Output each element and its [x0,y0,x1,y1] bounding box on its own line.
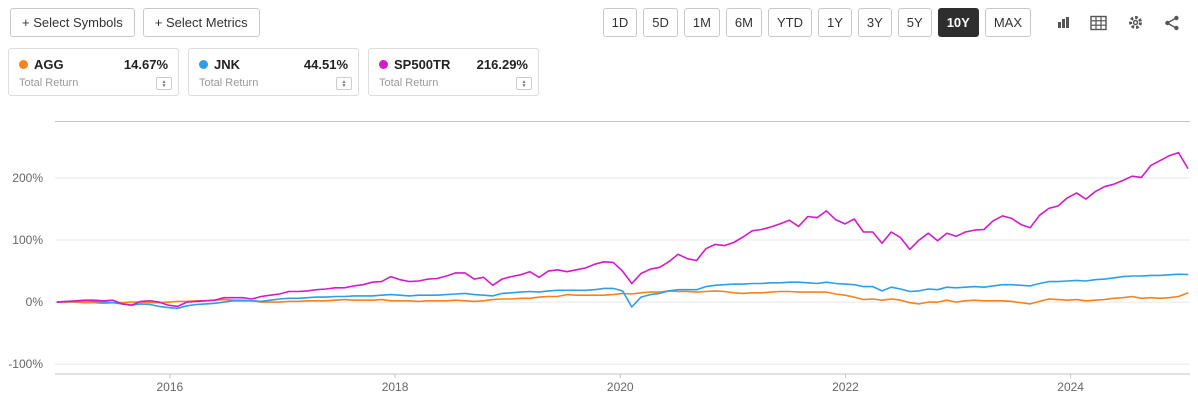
jnk-return-value: 44.51% [303,57,348,72]
agg-symbol-label: AGG [34,57,64,72]
jnk-symbol-label: JNK [214,57,241,72]
agg-color-dot [19,60,28,69]
agg-options-button[interactable]: ▲ ▼ [156,77,172,90]
data-table-icon[interactable] [1088,13,1109,33]
settings-gear-icon-glyph [1129,16,1142,29]
chart-type-icon[interactable] [1055,14,1072,31]
range-6m-button[interactable]: 6M [725,8,762,37]
range-10y-button[interactable]: 10Y [937,8,979,37]
legend-card-jnk[interactable]: JNK 44.51% Total Return ▲ ▼ [188,48,359,96]
x-axis-tick-label: 2020 [607,380,634,394]
range-5y-button[interactable]: 5Y [897,8,932,37]
sp500tr-symbol-label: SP500TR [394,57,451,72]
date-range-selector: 1D 5D 1M 6M YTD 1Y 3Y 5Y 10Y MAX [602,8,1031,37]
chart-area: 200% 100% 0% -100% 2016 2018 2020 2022 2024 [0,121,1198,409]
range-max-button[interactable]: MAX [984,8,1031,37]
sp500tr-return-value: 216.29% [476,57,528,72]
y-axis-tick-label: -100% [8,357,43,371]
jnk-color-dot [199,60,208,69]
y-axis-tick-label: 100% [12,233,43,247]
range-1m-button[interactable]: 1M [683,8,720,37]
data-table-icon-glyph [1090,15,1107,30]
series-line-sp500tr[interactable] [56,151,1189,308]
range-1d-button[interactable]: 1D [602,8,638,37]
jnk-options-button[interactable]: ▲ ▼ [336,77,352,90]
agg-return-value: 14.67% [123,57,168,72]
settings-gear-icon[interactable] [1125,12,1146,33]
toolbar-icon-group [1055,12,1186,33]
share-icon[interactable] [1162,13,1182,33]
series-line-jnk[interactable] [56,273,1189,310]
agg-metric-label: Total Return [19,77,79,89]
jnk-metric-label: Total Return [199,77,259,89]
y-axis-tick-label: 0% [26,295,44,309]
range-3y-button[interactable]: 3Y [857,8,892,37]
total-return-chart[interactable]: 200% 100% 0% -100% 2016 2018 2020 2022 2024 [0,121,1198,409]
x-axis-tick-label: 2018 [382,380,409,394]
sp500tr-metric-label: Total Return [379,77,439,89]
x-axis-tick-label: 2024 [1057,380,1084,394]
series-legend: AGG 14.67% Total Return ▲ ▼ JNK 44.51% To… [0,41,1198,96]
range-1y-button[interactable]: 1Y [817,8,852,37]
toolbar: + Select Symbols + Select Metrics 1D 5D … [0,0,1198,41]
legend-card-agg[interactable]: AGG 14.67% Total Return ▲ ▼ [8,48,179,96]
select-metrics-button[interactable]: + Select Metrics [142,8,260,37]
sp500tr-color-dot [379,60,388,69]
share-icon-glyph [1165,15,1179,30]
y-axis-tick-label: 200% [12,171,43,185]
chart-type-icon-glyph [1058,17,1069,28]
range-ytd-button[interactable]: YTD [767,8,812,37]
range-5d-button[interactable]: 5D [643,8,678,37]
legend-card-sp500tr[interactable]: SP500TR 216.29% Total Return ▲ ▼ [368,48,539,96]
sp500tr-options-button[interactable]: ▲ ▼ [516,77,532,90]
x-axis-tick-label: 2016 [156,380,183,394]
select-symbols-button[interactable]: + Select Symbols [10,8,135,37]
x-axis-tick-label: 2022 [832,380,859,394]
